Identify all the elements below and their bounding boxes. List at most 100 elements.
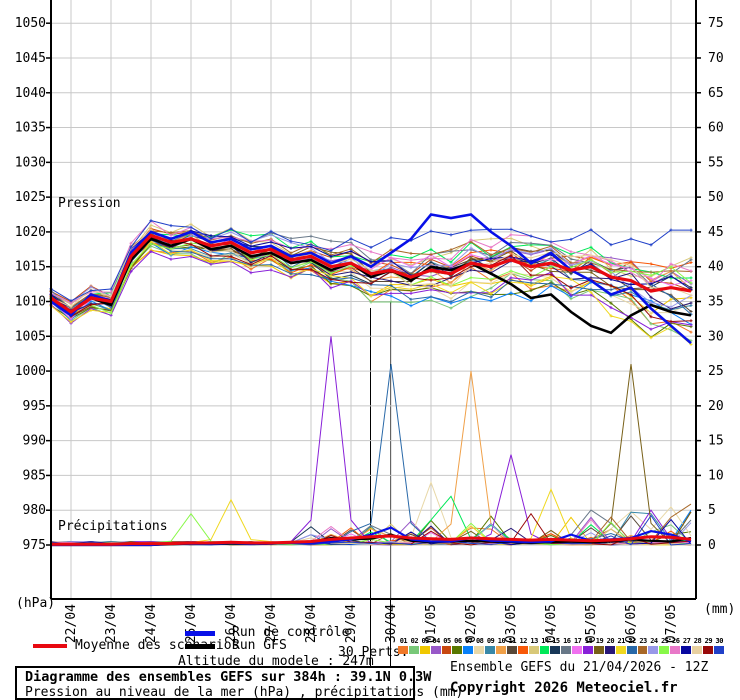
pert-number: 28 [693, 637, 702, 645]
pert-color-square [713, 646, 724, 654]
pert-color-square [692, 646, 702, 654]
pert-number: 26 [671, 637, 680, 645]
perturbation-color-key: 01 02 03 04 05 06 07 08 09 10 11 12 13 14 15 16 17 18 19 20… [398, 637, 725, 654]
svg-text:0: 0 [708, 538, 716, 553]
chart-title: Diagramme des ensembles GEFS sur 384h : … [25, 669, 432, 685]
pert-color-square [528, 646, 539, 654]
svg-text:1025: 1025 [15, 190, 46, 205]
svg-text:70: 70 [708, 51, 724, 66]
svg-text:975: 975 [23, 538, 46, 553]
legend-mean-label: Moyenne des scénarios [75, 638, 240, 653]
pert-color-square [506, 646, 517, 654]
left-axis-unit: (hPa) [16, 596, 56, 611]
chart-info-box: Diagramme des ensembles GEFS sur 384h : … [15, 666, 464, 700]
pert-number: 09 [486, 637, 495, 645]
svg-text:22/04: 22/04 [64, 604, 79, 643]
pert-number: 12 [519, 637, 528, 645]
svg-text:26/04: 26/04 [224, 604, 239, 643]
svg-text:27/04: 27/04 [264, 604, 279, 643]
svg-text:1000: 1000 [15, 364, 46, 379]
altitude-label: Altitude du modele : 247m [178, 654, 374, 669]
pert-number: 06 [454, 637, 462, 645]
svg-text:35: 35 [708, 294, 724, 309]
svg-text:55: 55 [708, 155, 724, 170]
svg-text:1035: 1035 [15, 121, 46, 136]
pert-number: 15 [552, 637, 560, 645]
precip-section-label: Précipitations [58, 519, 168, 534]
pert-color-square [419, 646, 430, 654]
svg-text:50: 50 [708, 190, 724, 205]
gfs-line-swatch [185, 644, 215, 649]
pert-number: 23 [639, 637, 647, 645]
pert-color-square [681, 646, 692, 654]
pressure-section-label: Pression [58, 196, 121, 211]
pert-color-square [408, 646, 419, 654]
pert-number: 16 [563, 637, 571, 645]
right-axis-unit: (mm) [704, 602, 736, 617]
pert-color-square [615, 646, 626, 654]
pert-color-square [441, 646, 452, 654]
svg-text:30: 30 [708, 329, 724, 344]
pert-number: 20 [606, 637, 615, 645]
pert-number: 11 [508, 637, 517, 645]
svg-text:1010: 1010 [15, 294, 46, 309]
pert-color-square [659, 646, 670, 654]
copyright-label: Copyright 2026 Meteociel.fr [450, 680, 678, 696]
chart-subtitle: Pression au niveau de la mer (hPa) , pré… [25, 685, 464, 700]
svg-text:5: 5 [708, 503, 716, 518]
svg-text:23/04: 23/04 [104, 604, 119, 643]
pert-color-square [496, 646, 506, 654]
pert-number: 14 [541, 637, 549, 645]
perturbation-squares [398, 646, 725, 654]
svg-text:1020: 1020 [15, 225, 46, 240]
pert-color-square [485, 646, 496, 654]
pert-number: 30 [715, 637, 724, 645]
svg-text:25: 25 [708, 364, 724, 379]
pert-number: 03 [421, 637, 430, 645]
svg-text:75: 75 [708, 16, 724, 31]
svg-text:15: 15 [708, 434, 724, 449]
pert-number: 24 [650, 637, 658, 645]
pert-number: 25 [661, 637, 669, 645]
svg-text:07/05: 07/05 [664, 604, 679, 643]
pert-color-square [572, 646, 583, 654]
pert-number: 19 [595, 637, 604, 645]
legend-gfs-label: Run GFS [232, 638, 287, 653]
svg-text:45: 45 [708, 225, 724, 240]
pert-number: 18 [584, 637, 593, 645]
pert-number: 13 [530, 637, 538, 645]
svg-text:1015: 1015 [15, 260, 46, 275]
svg-text:28/04: 28/04 [304, 604, 319, 643]
pert-number: 05 [443, 637, 451, 645]
svg-text:65: 65 [708, 86, 724, 101]
svg-text:1040: 1040 [15, 86, 46, 101]
svg-text:03/05: 03/05 [504, 604, 519, 643]
pert-number: 01 [399, 637, 408, 645]
run-info-label: Ensemble GEFS du 21/04/2026 - 12Z [450, 660, 709, 675]
svg-text:1045: 1045 [15, 51, 46, 66]
pert-color-square [398, 646, 408, 654]
svg-text:06/05: 06/05 [624, 604, 639, 643]
svg-text:1005: 1005 [15, 329, 46, 344]
pert-number: 07 [465, 637, 473, 645]
svg-text:05/05: 05/05 [584, 604, 599, 643]
pert-number: 29 [704, 637, 713, 645]
pert-color-square [474, 646, 485, 654]
svg-text:20: 20 [708, 399, 724, 414]
svg-text:04/05: 04/05 [544, 604, 559, 643]
pert-color-square [539, 646, 550, 654]
pert-color-square [583, 646, 594, 654]
pert-number: 10 [497, 637, 506, 645]
perturbation-numbers: 01 02 03 04 05 06 07 08 09 10 11 12 13 14 15 16 17 18 19 20… [398, 637, 725, 645]
svg-text:10: 10 [708, 468, 724, 483]
pert-number: 21 [617, 637, 626, 645]
svg-text:24/04: 24/04 [144, 604, 159, 643]
svg-text:990: 990 [23, 434, 46, 449]
cursor-line-left[interactable] [370, 308, 371, 700]
svg-text:1030: 1030 [15, 155, 46, 170]
control-line-swatch [185, 631, 215, 636]
pert-number: 22 [628, 637, 636, 645]
pert-number: 08 [475, 637, 484, 645]
